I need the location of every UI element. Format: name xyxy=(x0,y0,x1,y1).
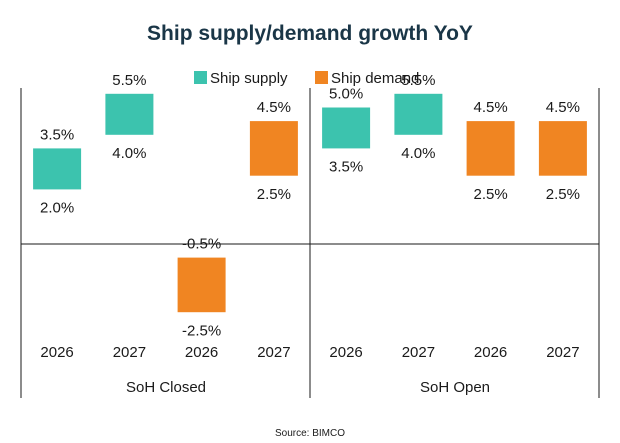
bar-g1-b0 xyxy=(322,107,371,149)
bar-g0-b2 xyxy=(177,257,226,313)
chart-title: Ship supply/demand growth YoY xyxy=(147,22,473,45)
category-label-g1-b1: 2027 xyxy=(402,344,435,361)
legend-swatch-demand xyxy=(315,71,328,84)
bar-high-label-g1-b2: 4.5% xyxy=(473,99,507,116)
category-label-g0-b2: 2026 xyxy=(185,344,218,361)
bar-g1-b3 xyxy=(538,121,587,176)
bar-g1-b1 xyxy=(394,93,443,135)
legend: Ship supply Ship demand xyxy=(194,70,419,87)
bar-high-label-g1-b0: 5.0% xyxy=(329,86,363,103)
category-label-g0-b1: 2027 xyxy=(113,344,146,361)
category-label-g0-b3: 2027 xyxy=(257,344,290,361)
legend-label-supply: Ship supply xyxy=(210,70,288,87)
source-note: Source: BIMCO xyxy=(275,428,345,439)
group-label-soh-closed: SoH Closed xyxy=(126,379,206,396)
category-label-g1-b2: 2026 xyxy=(474,344,507,361)
bars-layer: 3.5% 2.0% 2026 5.5% 4.0% 2027 -0.5% -2.5% 2026 4.… xyxy=(33,72,587,361)
category-label-g1-b0: 2026 xyxy=(329,344,362,361)
legend-swatch-supply xyxy=(194,71,207,84)
bar-low-label-g1-b3: 2.5% xyxy=(546,186,580,203)
bar-low-label-g0-b2: -2.5% xyxy=(182,322,221,339)
bar-g0-b1 xyxy=(105,93,154,135)
bar-low-label-g1-b0: 3.5% xyxy=(329,158,363,175)
bar-low-label-g1-b1: 4.0% xyxy=(401,145,435,162)
bar-g1-b2 xyxy=(466,121,515,176)
bar-low-label-g0-b1: 4.0% xyxy=(112,145,146,162)
bar-low-label-g0-b3: 2.5% xyxy=(257,186,291,203)
bar-low-label-g0-b0: 2.0% xyxy=(40,199,74,216)
bar-high-label-g0-b1: 5.5% xyxy=(112,72,146,89)
bar-high-label-g0-b2: -0.5% xyxy=(182,236,221,253)
bar-g0-b0 xyxy=(33,148,82,190)
bar-high-label-g1-b3: 4.5% xyxy=(546,99,580,116)
bar-high-label-g0-b3: 4.5% xyxy=(257,99,291,116)
bar-high-label-g0-b0: 3.5% xyxy=(40,126,74,143)
category-label-g0-b0: 2026 xyxy=(40,344,73,361)
bar-low-label-g1-b2: 2.5% xyxy=(473,186,507,203)
category-label-g1-b3: 2027 xyxy=(546,344,579,361)
bar-high-label-g1-b1: 5.5% xyxy=(401,72,435,89)
legend-label-demand: Ship demand xyxy=(331,70,419,87)
group-label-soh-open: SoH Open xyxy=(420,379,490,396)
bar-g0-b3 xyxy=(249,121,298,176)
